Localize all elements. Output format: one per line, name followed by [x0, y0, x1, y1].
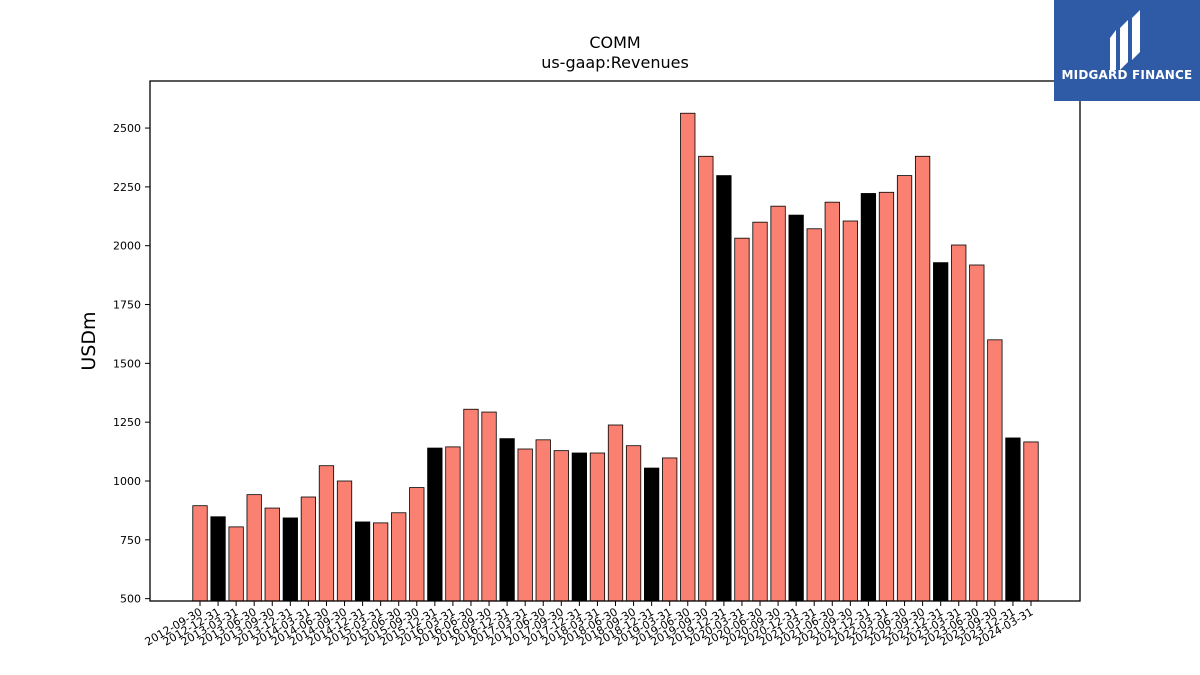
bar — [336, 480, 353, 602]
plot-frame — [149, 80, 1081, 602]
bar — [318, 465, 335, 602]
brand-logo: MIDGARD FINANCE — [1054, 0, 1200, 101]
bar — [210, 516, 226, 602]
logo-mark-icon — [1110, 10, 1140, 70]
bar — [878, 191, 895, 602]
bar — [481, 411, 497, 602]
y-tick-label: 1750 — [113, 299, 141, 312]
y-tick-label: 2500 — [113, 122, 141, 135]
bar — [716, 175, 732, 602]
y-tick-label: 1500 — [113, 357, 141, 370]
bar — [698, 155, 714, 602]
bar — [499, 438, 515, 602]
bar — [517, 448, 533, 602]
chart-title: COMM — [589, 33, 640, 52]
y-tick-label: 2250 — [113, 181, 141, 194]
bar — [969, 264, 985, 602]
bar — [824, 201, 840, 602]
bar — [914, 155, 931, 602]
bar — [933, 262, 949, 602]
bar — [842, 220, 858, 602]
x-axis: 2012-09-302012-12-312013-03-312013-06-30… — [143, 601, 1036, 649]
bar — [246, 494, 262, 602]
bar — [770, 205, 786, 602]
bar — [553, 450, 569, 602]
bar — [896, 175, 913, 602]
bar — [734, 237, 750, 602]
bars-group — [192, 112, 1039, 602]
bar — [806, 228, 822, 602]
y-axis: 500 750 1000 1250 1500 1750 2000 2250 2500 — [113, 122, 150, 606]
bar — [228, 526, 244, 602]
bar — [409, 487, 425, 602]
y-axis-label: USDm — [78, 311, 100, 370]
bar — [607, 424, 624, 602]
bar — [463, 408, 479, 602]
y-tick-label: 500 — [120, 593, 141, 606]
bar — [535, 439, 551, 602]
y-tick-label: 2000 — [113, 240, 141, 253]
bar — [680, 112, 696, 602]
bar — [752, 221, 768, 602]
y-tick-label: 1000 — [113, 475, 141, 488]
bar — [788, 214, 804, 602]
bar — [625, 445, 642, 602]
bar — [987, 339, 1003, 602]
bar — [589, 452, 606, 602]
bar — [1005, 437, 1021, 602]
bar — [427, 447, 443, 602]
logo-text: MIDGARD FINANCE — [1061, 68, 1193, 82]
bar — [662, 457, 678, 602]
bar — [951, 244, 967, 602]
y-tick-label: 750 — [120, 534, 141, 547]
bar — [282, 517, 298, 602]
bar — [644, 467, 660, 602]
bar — [300, 496, 317, 602]
bar — [354, 521, 371, 602]
y-tick-label: 1250 — [113, 416, 141, 429]
bar — [860, 193, 877, 602]
bar — [264, 507, 280, 602]
bar — [192, 505, 208, 602]
bar — [571, 452, 587, 602]
bar — [1023, 441, 1039, 602]
bar — [373, 522, 389, 602]
bar — [391, 512, 407, 602]
bar — [445, 446, 461, 602]
chart-subtitle: us-gaap:Revenues — [541, 53, 689, 72]
